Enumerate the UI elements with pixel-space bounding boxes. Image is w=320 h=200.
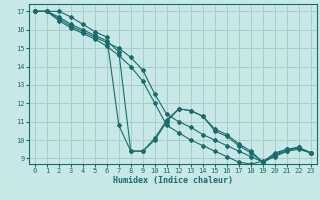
X-axis label: Humidex (Indice chaleur): Humidex (Indice chaleur): [113, 176, 233, 185]
